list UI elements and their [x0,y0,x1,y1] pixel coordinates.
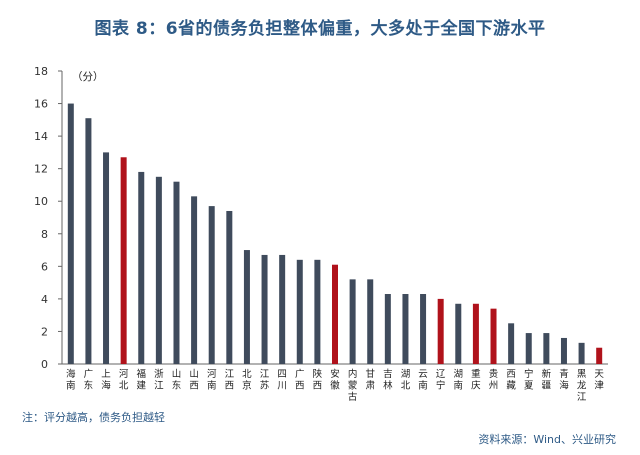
bar-云南 [420,294,427,364]
y-tick-label: 16 [34,98,48,111]
x-tick-label: 江西 [225,369,235,392]
y-unit-label: （分） [72,71,104,83]
x-tick-label: 北京 [242,369,252,392]
x-tick-label: 湖北 [401,369,411,392]
x-tick-label: 辽宁 [436,368,446,392]
y-tick-label: 8 [41,228,48,241]
x-tick-label: 四川 [277,369,287,392]
y-axis: 0 2 4 6 8 10 12 14 16 18 （分） [34,65,608,371]
bar-新疆 [543,333,550,364]
x-tick-label: 河南 [207,368,217,392]
x-tick-label: 内蒙古 [348,368,358,403]
x-tick-label: 江苏 [260,369,270,392]
x-tick-label: 黑龙江 [577,369,587,403]
y-tick-label: 6 [41,260,48,273]
footnote: 注：评分越高，债务负担越轻 [22,411,165,424]
x-tick-label: 广西 [295,368,305,392]
x-tick-label: 海南 [66,368,76,392]
x-tick-label: 重庆 [471,368,481,392]
bar-贵州 [490,308,497,364]
bar-江西 [226,210,233,364]
bar-山东 [173,181,180,364]
x-tick-label: 福建 [137,368,147,392]
bar-西藏 [508,323,515,364]
bar-广西 [296,259,303,364]
x-tick-label: 上海 [101,369,111,392]
bar-甘肃 [367,279,374,364]
bar-上海 [103,152,110,364]
bar-辽宁 [437,298,444,364]
bar-四川 [279,254,286,364]
x-tick-label: 河北 [119,368,129,392]
bar-湖南 [455,303,462,364]
bar-江苏 [261,254,268,364]
bar-吉林 [384,294,391,364]
bar-福建 [138,171,145,364]
bar-北京 [243,250,250,364]
x-tick-label: 天津 [594,369,604,392]
bar-河北 [120,157,127,364]
x-tick-label: 吉林 [383,369,393,392]
bar-黑龙江 [578,342,585,364]
bar-青海 [560,337,567,364]
bar-重庆 [472,303,479,364]
y-tick-label: 2 [41,325,48,338]
y-tick-label: 0 [41,358,48,371]
source-note: 资料来源：Wind、兴业研究 [478,433,616,446]
x-tick-label: 云南 [418,369,428,392]
bar-陕西 [314,259,321,364]
bar-湖北 [402,294,409,364]
bars-group [67,103,603,365]
x-tick-label: 陕西 [313,368,323,392]
x-tick-label: 广东 [84,368,94,392]
bar-河南 [208,206,215,364]
x-tick-label: 新疆 [542,368,552,392]
bar-宁夏 [525,333,532,364]
bar-天津 [596,347,603,364]
x-tick-label: 西藏 [506,369,516,392]
y-tick-label: 14 [34,130,48,143]
bar-山西 [191,196,198,364]
x-tick-label: 贵州 [489,368,499,392]
bar-海南 [67,103,74,365]
y-tick-label: 10 [34,195,48,208]
x-tick-label: 甘肃 [365,368,375,392]
x-tick-label: 青海 [559,368,569,392]
y-tick-label: 12 [34,163,48,176]
bar-浙江 [155,176,162,364]
y-tick-label: 18 [34,65,48,78]
x-axis-labels: 海南广东上海河北福建浙江山东山西河南江西北京江苏四川广西陕西安徽内蒙古甘肃吉林湖… [66,368,604,403]
x-tick-label: 湖南 [454,369,464,392]
chart-title: 图表 8：6省的债务负担整体偏重，大多处于全国下游水平 [94,19,546,39]
y-tick-label: 4 [41,293,48,306]
x-tick-label: 山东 [172,369,182,392]
bar-安徽 [332,264,338,364]
x-tick-label: 山西 [189,369,199,392]
x-tick-label: 浙江 [154,368,164,392]
x-tick-label: 安徽 [330,368,340,392]
bar-内蒙古 [349,279,356,364]
bar-广东 [85,118,92,364]
x-tick-label: 宁夏 [524,368,534,392]
